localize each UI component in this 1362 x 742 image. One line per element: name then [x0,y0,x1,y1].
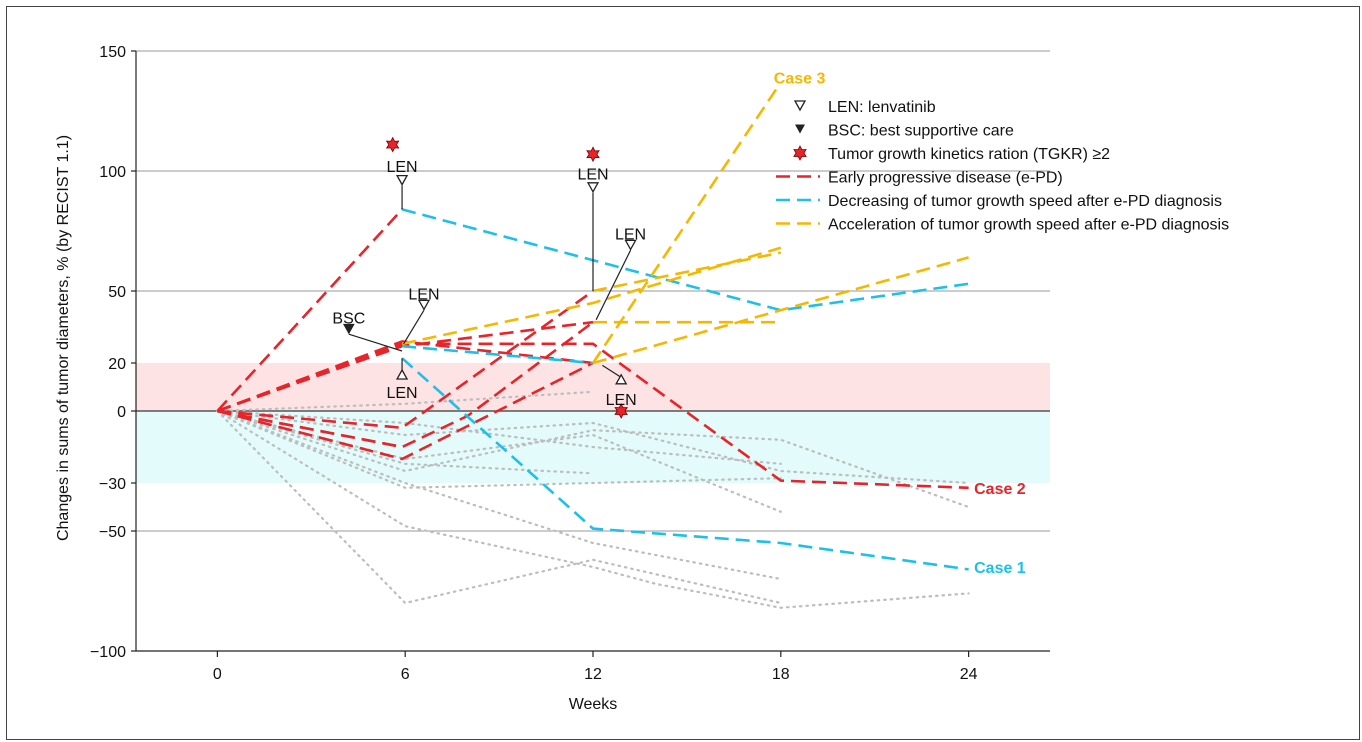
connector-line [348,333,403,352]
connector-line [403,309,425,345]
series-line-gray [216,409,782,581]
y-tick-label: −50 [99,524,126,541]
len-triangle-marker [417,299,431,311]
series-line-blue [401,357,969,571]
legend-label: Decreasing of tumor growth speed after e… [828,193,1222,210]
series-line-yellow [401,246,782,346]
series-line-yellow [591,86,779,364]
legend-star-icon [793,145,807,161]
legend-label: BSC: best supportive care [828,123,1014,140]
case-label: Case 1 [974,560,1026,577]
figure-frame [6,6,1360,740]
annotation-label: LEN [408,286,439,303]
axes: 150 100 50 20 0 −30 −50 −100 0 6 12 18 24 [90,44,1050,683]
y-tick-label: 100 [99,164,126,181]
len-triangle-marker [624,239,637,251]
y-tick-label: 50 [108,284,126,301]
legend-item: Early progressive disease (e-PD) [776,170,1063,187]
legend: LEN: lenvatinib BSC: best supportive care… [776,99,1229,234]
band-0 [136,363,1050,411]
series-line-gray [216,409,970,609]
len-triangle-marker [586,182,600,194]
annotation-label: LEN [615,226,646,243]
annotation-labels: LEN LEN LEN LEN BSC LEN LEN Case 3 Case 2 Case 1 [332,70,1025,577]
series-lines [216,86,970,609]
legend-item: Acceleration of tumor growth speed after… [776,217,1229,234]
series-line-gray [216,409,970,509]
legend-item: BSC: best supportive care [795,123,1014,140]
connector-line [602,364,622,378]
legend-bsc-icon [795,124,805,134]
legend-label: LEN: lenvatinib [828,99,936,116]
annotation-label: LEN [386,385,417,402]
legend-label: Acceleration of tumor growth speed after… [828,217,1229,234]
series-line-yellow [592,251,782,293]
tgkr-star-marker [586,146,600,163]
annotation-label: BSC [332,310,365,327]
bsc-triangle-marker [342,323,355,335]
series-line-gray [216,409,782,605]
y-tick-label: 150 [99,44,126,61]
x-tick-label: 24 [960,666,978,683]
annotation-connectors [348,185,632,378]
y-tick-label: −30 [99,476,126,493]
markers [342,136,637,419]
x-axis-title: Weeks [569,696,618,713]
legend-label: Early progressive disease (e-PD) [828,170,1063,187]
series-line-red [216,340,594,413]
case-label: Case 2 [974,481,1026,498]
series-line-gray [216,409,970,485]
case-label: Case 3 [774,70,826,87]
series-line-red [216,342,969,490]
x-tick-label: 12 [584,666,602,683]
len-triangle-marker [615,373,628,385]
len-triangle-marker [395,174,409,186]
series-line-red [217,289,594,430]
series-line-blue [401,344,594,365]
series-line-red [217,361,594,461]
connector-line [595,249,632,321]
legend-item: LEN: lenvatinib [793,99,936,116]
series-line-red [217,409,403,449]
annotation-label: LEN [386,159,417,176]
y-axis-title: Changes in sums of tumor diameters, % (b… [55,135,72,541]
y-tick-label: 20 [108,356,126,373]
y-tick-label: 0 [117,404,126,421]
x-tick-label: 0 [213,666,222,683]
legend-label: Tumor growth kinetics ration (TGKR) ≥2 [828,146,1110,163]
series-line-red [216,208,404,412]
tgkr-star-marker [385,136,400,153]
legend-item: Tumor growth kinetics ration (TGKR) ≥2 [793,145,1110,163]
tgkr-star-marker [614,403,628,419]
annotation-label: LEN [606,392,637,409]
legend-item: Decreasing of tumor growth speed after e… [776,193,1222,210]
x-tick-label: 6 [401,666,410,683]
legend-len-icon [793,100,807,112]
x-tick-label: 18 [772,666,790,683]
len-triangle-marker [395,368,409,380]
series-line-gray [216,390,595,413]
annotation-label: LEN [577,166,608,183]
y-tick-label: −100 [90,644,126,661]
series-line-yellow [592,256,969,365]
